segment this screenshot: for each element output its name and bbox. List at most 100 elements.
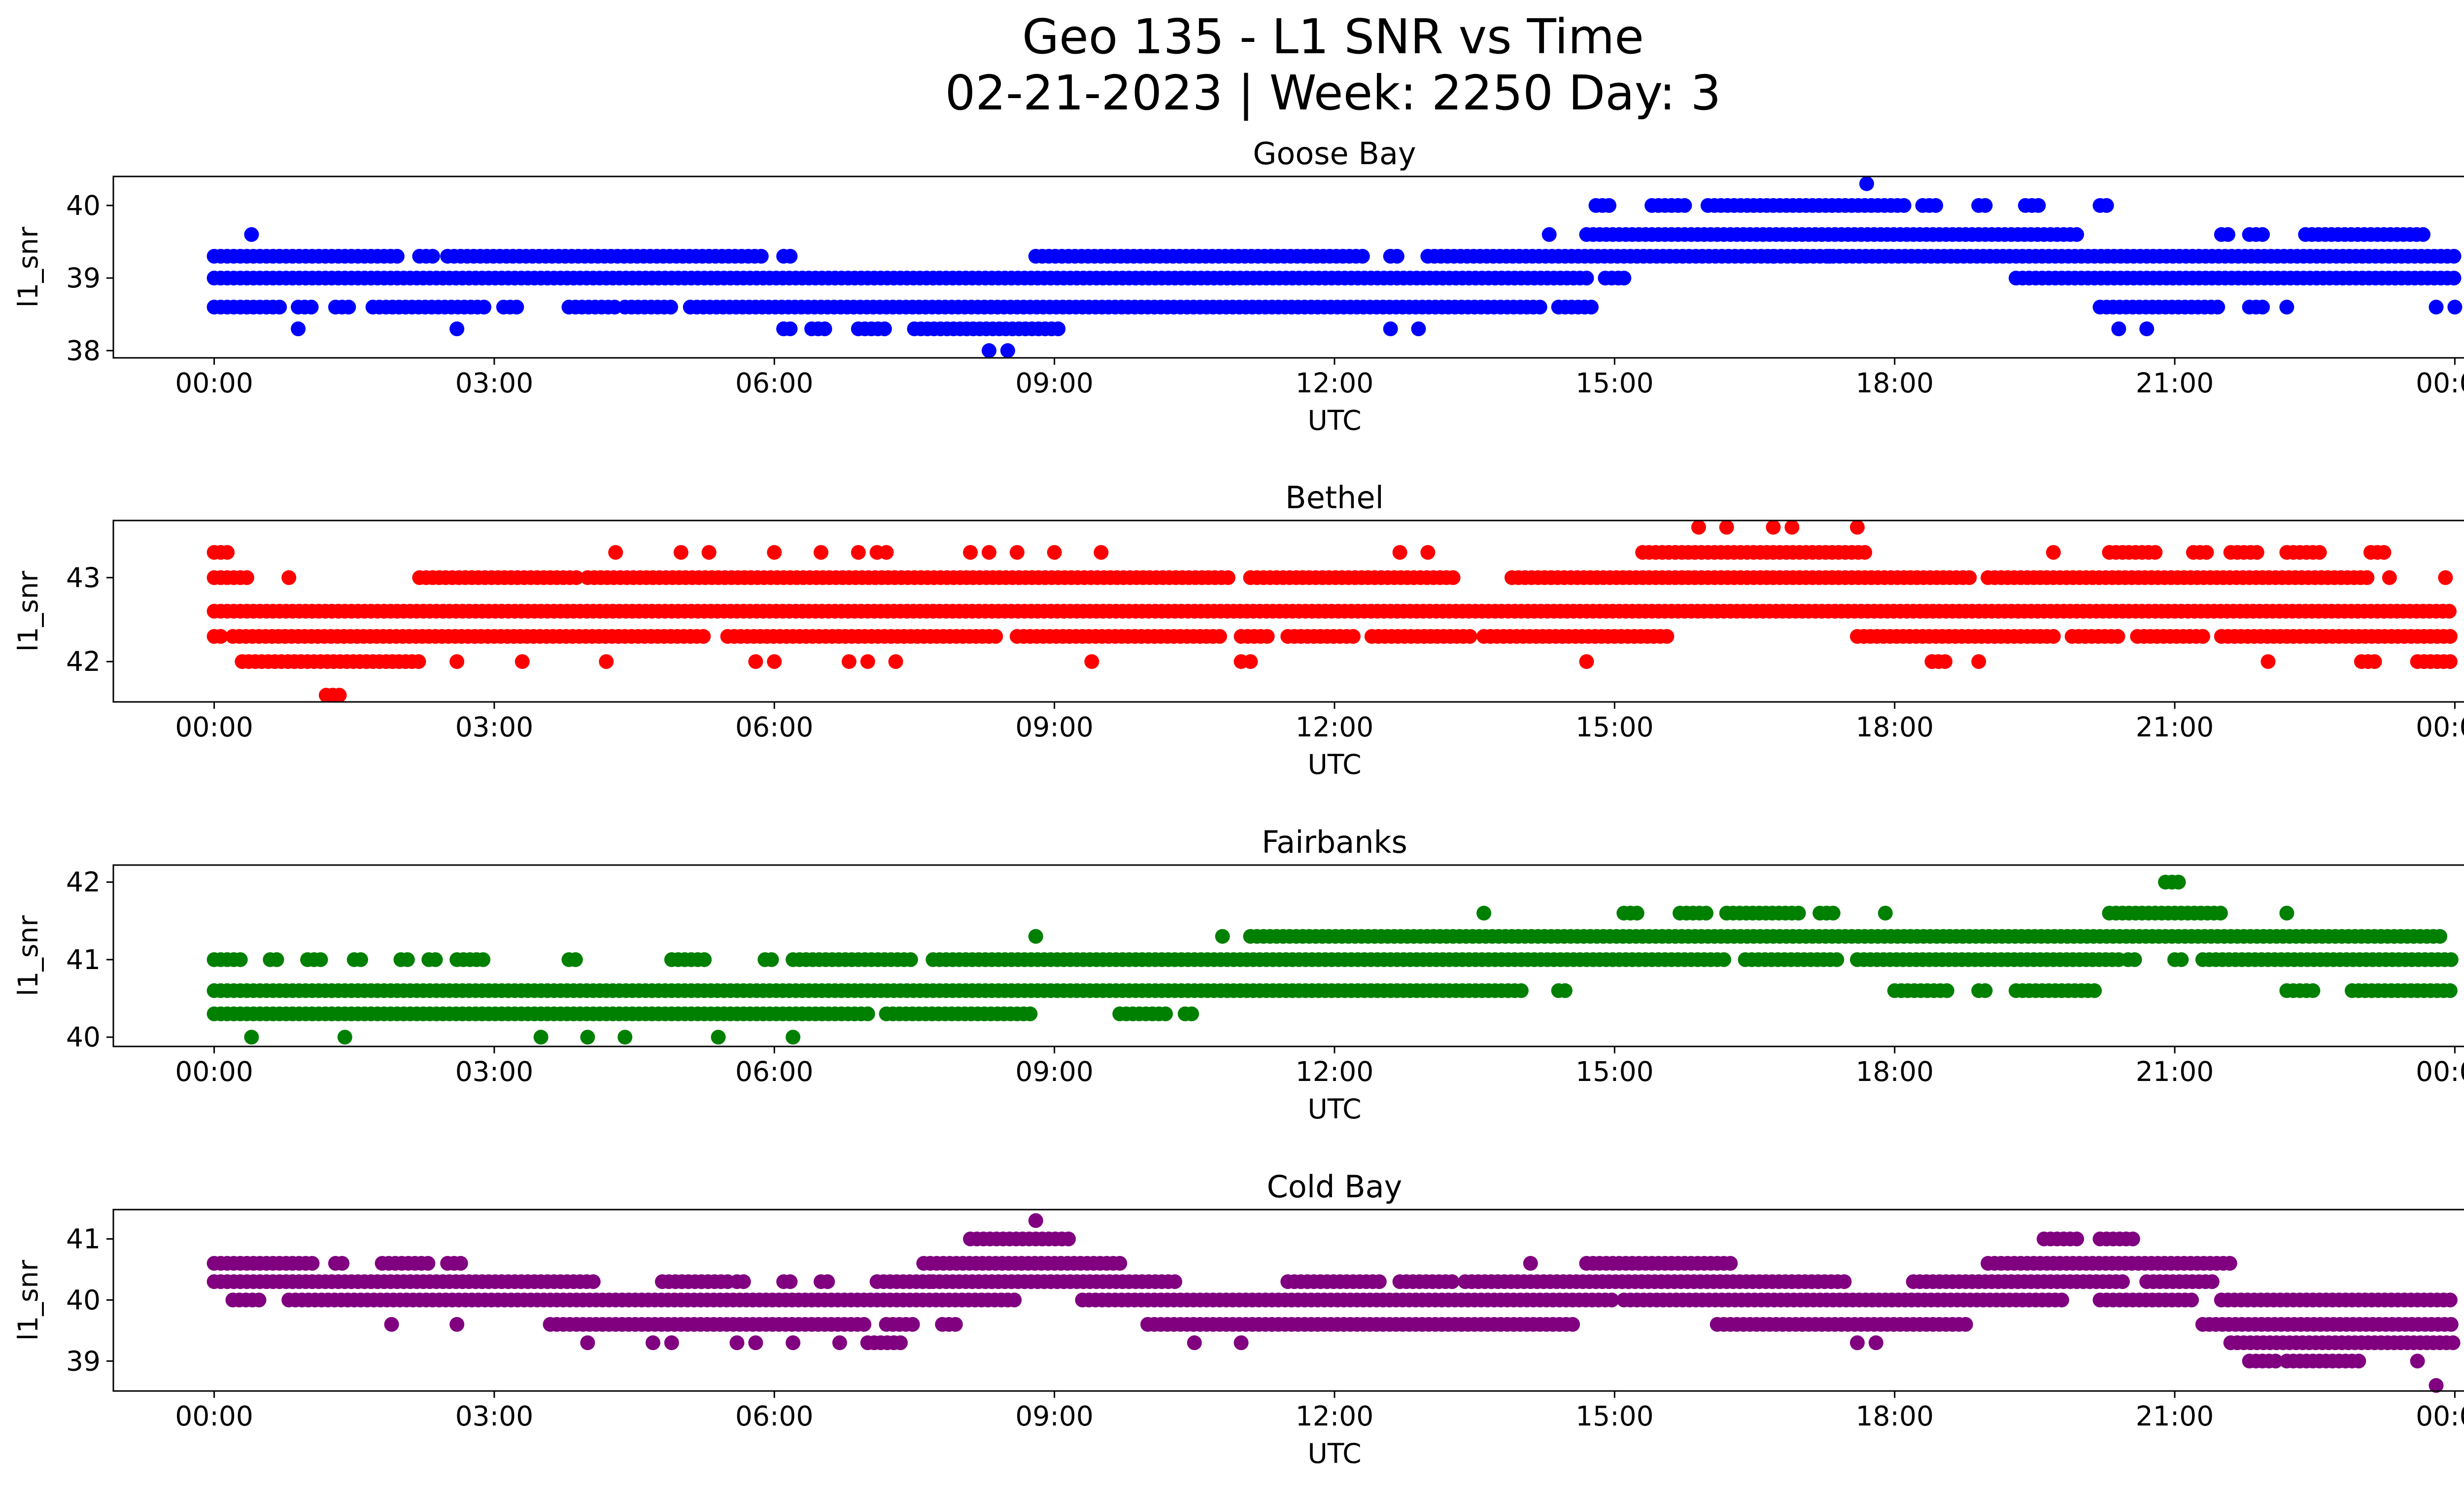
panel-bethel: Bethel 00:00 03:00 06:00 09:00 12:00 15:00 18:0…	[12, 480, 2464, 780]
data-point	[1187, 1335, 1202, 1351]
data-point	[449, 654, 465, 669]
data-point	[1677, 198, 1692, 213]
x-tick-label: 12:00	[1296, 367, 1374, 399]
x-axis-label: UTC	[1307, 749, 1361, 780]
data-point	[1215, 929, 1230, 944]
data-point	[832, 1335, 847, 1351]
data-point	[1579, 654, 1594, 669]
x-tick-label: 15:00	[1575, 367, 1654, 399]
data-point	[2447, 300, 2463, 314]
panel-cold-bay: Cold Bay 00:00 03:00 06:00 09:00 12:00 15:00 18…	[12, 1169, 2464, 1469]
y-tick-label: 43	[66, 562, 101, 593]
data-point	[2115, 1274, 2130, 1289]
data-point	[817, 321, 832, 337]
data-point	[2442, 654, 2458, 669]
data-point	[776, 321, 791, 337]
data-point	[1389, 248, 1404, 264]
data-point	[2171, 874, 2186, 890]
data-point	[335, 1256, 350, 1271]
x-tick-label: 12:00	[1296, 1400, 1374, 1432]
data-point	[963, 545, 978, 560]
data-point	[1971, 654, 1986, 669]
data-point	[337, 1030, 352, 1045]
scatter-series	[206, 176, 2463, 358]
data-point	[1345, 629, 1361, 644]
x-tick-label: 03:00	[455, 1056, 534, 1087]
subplot-panels: Goose Bay 00:00 03:00 06:00 09:00 12:00 15:00 1…	[12, 136, 2464, 1469]
data-point	[736, 1274, 751, 1289]
data-point	[304, 300, 319, 314]
data-point	[1112, 1256, 1128, 1271]
data-point	[1243, 654, 1258, 669]
data-point	[2031, 198, 2046, 213]
x-tick-label: 00:00	[175, 367, 253, 399]
data-point	[2360, 570, 2375, 585]
data-point	[2199, 545, 2214, 560]
data-point	[673, 545, 688, 560]
data-point	[2046, 629, 2061, 644]
panel-title: Bethel	[1285, 480, 1384, 516]
x-tick-label: 15:00	[1575, 1400, 1654, 1432]
x-axis-label: UTC	[1307, 1093, 1361, 1125]
data-point	[2249, 545, 2264, 560]
data-point	[272, 300, 287, 314]
x-tick-label: 21:00	[2136, 367, 2214, 399]
data-point	[2255, 300, 2270, 314]
data-point	[1420, 545, 1436, 560]
data-point	[2184, 1292, 2199, 1308]
data-point	[233, 952, 248, 967]
data-point	[1476, 905, 1492, 921]
data-point	[1028, 1213, 1043, 1228]
data-point	[1009, 545, 1025, 560]
data-point	[251, 1292, 267, 1308]
x-tick-label: 18:00	[1855, 367, 1934, 399]
scatter-series	[206, 1213, 2461, 1393]
data-point	[2110, 629, 2125, 644]
data-point	[1167, 1274, 1182, 1289]
data-point	[2125, 1231, 2140, 1247]
data-point	[2111, 321, 2126, 337]
data-point	[1233, 1335, 1249, 1351]
panel-title: Fairbanks	[1262, 824, 1407, 860]
data-point	[711, 1030, 726, 1045]
data-point	[903, 952, 918, 967]
data-point	[860, 1006, 875, 1021]
y-tick-label: 41	[66, 944, 101, 975]
data-point	[568, 952, 583, 967]
data-point	[400, 952, 415, 967]
x-tick-label: 21:00	[2136, 711, 2214, 743]
data-point	[841, 654, 856, 669]
data-point	[1158, 1006, 1173, 1021]
x-tick-label: 00:00	[175, 1400, 253, 1432]
data-point	[2069, 1231, 2085, 1247]
data-point	[420, 1256, 436, 1271]
data-point	[449, 321, 465, 337]
data-point	[888, 654, 903, 669]
data-point	[389, 248, 405, 264]
data-point	[948, 1317, 963, 1332]
data-point	[1794, 248, 1809, 264]
data-point	[533, 1030, 548, 1045]
data-point	[2416, 227, 2430, 242]
data-point	[2260, 654, 2276, 669]
x-tick-label: 18:00	[1855, 1056, 1934, 1087]
data-point	[607, 300, 622, 314]
x-axis-label: UTC	[1307, 405, 1361, 436]
data-point	[2429, 1378, 2444, 1393]
data-point	[514, 654, 530, 669]
data-point	[2099, 198, 2114, 213]
data-point	[1829, 952, 1845, 967]
x-tick-label: 09:00	[1015, 1400, 1094, 1432]
data-point	[477, 300, 492, 314]
x-tick-label: 09:00	[1015, 367, 1094, 399]
data-point	[748, 654, 763, 669]
data-point	[879, 545, 894, 560]
data-point	[1939, 983, 1954, 998]
data-point	[851, 545, 866, 560]
data-point	[1857, 545, 1873, 560]
y-axis-label: l1_snr	[12, 571, 44, 652]
data-point	[1868, 1335, 1883, 1351]
data-point	[783, 248, 798, 264]
x-tick-label: 09:00	[1015, 711, 1094, 743]
data-point	[1513, 983, 1529, 998]
